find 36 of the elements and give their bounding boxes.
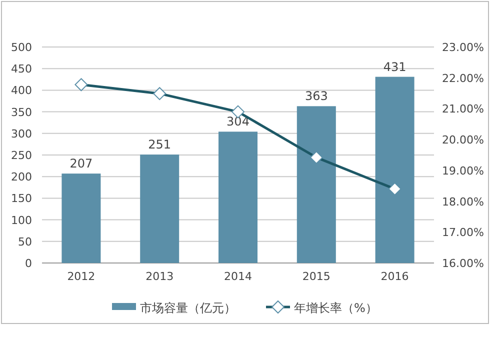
data-label: 304	[226, 114, 250, 129]
y-tick-label: 100	[11, 214, 32, 227]
y2-tick-label: 20.00%	[442, 134, 484, 147]
x-tick-label: 2016	[380, 270, 409, 283]
data-label: 251	[148, 138, 172, 152]
legend-label: 市场容量（亿元）	[140, 301, 236, 315]
y2-tick-label: 17.00%	[442, 226, 484, 240]
y-tick-label: 450	[11, 62, 32, 76]
legend-label: 年增长率（%）	[294, 301, 378, 315]
y2-tick-label: 21.00%	[442, 102, 484, 116]
y-tick-label: 200	[11, 170, 32, 184]
x-tick-label: 2014	[224, 270, 252, 283]
y2-tick-label: 23.00%	[442, 41, 484, 54]
x-tick-label: 2012	[67, 270, 96, 283]
data-label: 363	[304, 89, 328, 104]
y-tick-label: 150	[11, 192, 32, 206]
data-label: 207	[70, 156, 93, 171]
bar	[62, 174, 101, 263]
y2-tick-label: 22.00%	[442, 72, 484, 85]
y-tick-label: 300	[11, 127, 32, 140]
bar	[296, 106, 336, 263]
data-label: 431	[383, 60, 406, 74]
y2-tick-label: 16.00%	[442, 257, 484, 270]
bar	[375, 76, 414, 263]
bar	[218, 132, 258, 263]
y-tick-label: 350	[11, 106, 32, 119]
y-tick-label: 500	[11, 41, 32, 54]
y-tick-label: 400	[11, 84, 32, 98]
bar	[140, 154, 180, 263]
y2-tick-label: 19.00%	[442, 164, 484, 178]
y2-tick-label: 18.00%	[442, 195, 484, 208]
x-tick-label: 2013	[146, 270, 174, 283]
x-tick-label: 2015	[302, 270, 330, 283]
y-tick-label: 0	[25, 257, 32, 270]
y-tick-label: 250	[11, 149, 32, 162]
y-tick-label: 50	[18, 235, 32, 248]
